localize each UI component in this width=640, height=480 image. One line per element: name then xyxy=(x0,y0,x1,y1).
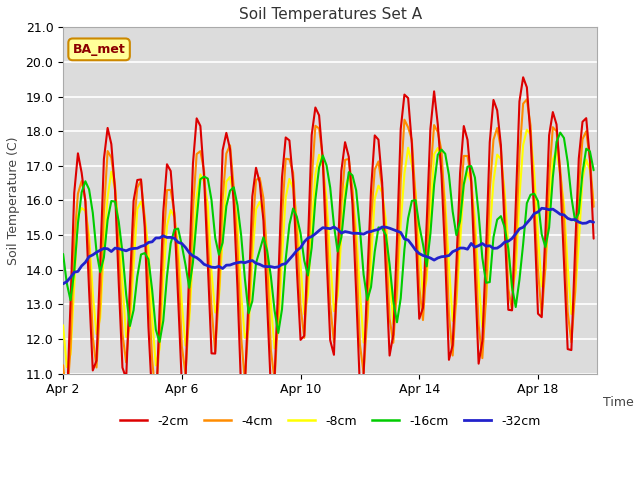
Text: Time: Time xyxy=(603,396,634,409)
-32cm xyxy=(137,243,145,249)
-2cm xyxy=(226,146,234,152)
-32cm xyxy=(223,262,230,268)
-4cm xyxy=(490,137,497,143)
-8cm xyxy=(63,364,70,370)
Line: -4cm: -4cm xyxy=(63,99,594,402)
-2cm xyxy=(490,97,497,103)
-4cm xyxy=(523,96,531,102)
Legend: -2cm, -4cm, -8cm, -16cm, -32cm: -2cm, -4cm, -8cm, -16cm, -32cm xyxy=(120,415,541,428)
-32cm xyxy=(590,219,598,225)
-8cm xyxy=(590,200,598,206)
-4cm xyxy=(442,215,449,221)
-4cm xyxy=(63,399,70,405)
Title: Soil Temperatures Set A: Soil Temperatures Set A xyxy=(239,7,422,22)
-2cm xyxy=(519,74,527,80)
-4cm xyxy=(100,209,108,215)
-16cm xyxy=(226,188,234,193)
-4cm xyxy=(590,204,598,210)
-16cm xyxy=(497,213,505,219)
-8cm xyxy=(523,127,531,132)
-16cm xyxy=(442,151,449,156)
-2cm xyxy=(152,412,160,418)
Line: -16cm: -16cm xyxy=(63,132,594,342)
Text: BA_met: BA_met xyxy=(73,43,125,56)
-16cm xyxy=(137,252,145,257)
-32cm xyxy=(486,243,493,249)
-32cm xyxy=(97,247,104,253)
-16cm xyxy=(156,339,163,345)
-4cm xyxy=(141,216,148,221)
-2cm xyxy=(60,405,67,411)
-8cm xyxy=(141,214,148,219)
-2cm xyxy=(442,255,449,261)
-8cm xyxy=(100,244,108,250)
-4cm xyxy=(497,145,505,151)
-4cm xyxy=(226,143,234,148)
Y-axis label: Soil Temperature (C): Soil Temperature (C) xyxy=(7,136,20,264)
Line: -8cm: -8cm xyxy=(63,130,594,367)
-8cm xyxy=(226,174,234,180)
-8cm xyxy=(442,199,449,205)
-8cm xyxy=(60,322,67,328)
-16cm xyxy=(60,251,67,257)
-32cm xyxy=(438,254,445,260)
-16cm xyxy=(556,130,564,135)
-2cm xyxy=(97,261,104,266)
-8cm xyxy=(490,179,497,184)
-2cm xyxy=(137,177,145,182)
Line: -2cm: -2cm xyxy=(63,77,594,415)
-2cm xyxy=(590,236,598,241)
-16cm xyxy=(97,269,104,275)
-32cm xyxy=(493,245,501,251)
-16cm xyxy=(590,168,598,173)
-16cm xyxy=(490,234,497,240)
-4cm xyxy=(60,362,67,368)
-8cm xyxy=(497,156,505,162)
Line: -32cm: -32cm xyxy=(63,208,594,284)
-32cm xyxy=(538,205,545,211)
-2cm xyxy=(497,142,505,148)
-32cm xyxy=(60,281,67,287)
